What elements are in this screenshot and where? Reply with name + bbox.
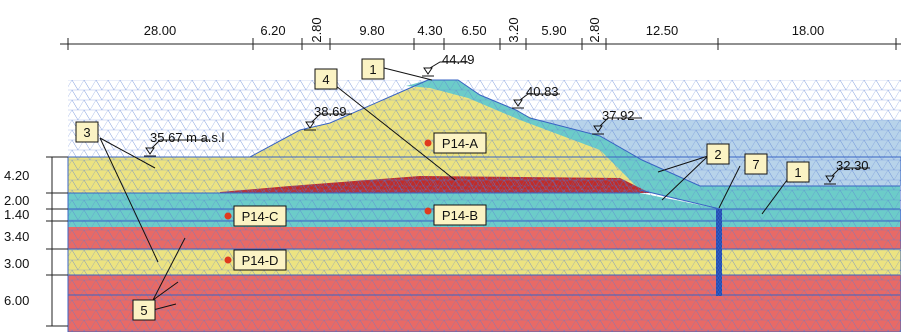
elevation-label: 32.30 xyxy=(836,158,869,173)
material-box xyxy=(361,58,385,80)
point-label-box xyxy=(433,204,487,226)
domain-outline xyxy=(67,156,901,332)
top-dim-label: 2.80 xyxy=(309,17,324,42)
point-label: P14-C xyxy=(242,209,279,224)
left-dim-label: 1.40 xyxy=(4,207,29,222)
material-box-label: 3 xyxy=(83,125,90,140)
top-dim-label: 5.90 xyxy=(541,23,566,38)
material-box xyxy=(786,161,810,183)
elevation-label: 37.92 xyxy=(602,108,635,123)
top-dim-label: 9.80 xyxy=(359,23,384,38)
left-dim-label: 2.00 xyxy=(4,193,29,208)
top-dim-label: 12.50 xyxy=(646,23,679,38)
point-label-box xyxy=(433,132,487,154)
point-label-box xyxy=(233,249,287,271)
elevation-label: 40.83 xyxy=(526,84,559,99)
left-dimension-labels: 4.20 2.00 1.40 3.40 3.00 6.00 xyxy=(4,168,29,308)
material-box-label: 1 xyxy=(369,62,376,77)
material-box-label: 7 xyxy=(752,157,759,172)
left-dim-label: 3.40 xyxy=(4,229,29,244)
elevation-label: 35.67 m a.s.l xyxy=(150,130,225,145)
elevation-markers xyxy=(144,61,870,185)
top-dim-label: 6.50 xyxy=(461,23,486,38)
cutoff-wall-mesh xyxy=(716,209,722,296)
top-dim-label: 18.00 xyxy=(792,23,825,38)
material-box xyxy=(314,68,338,90)
material-box xyxy=(75,121,99,143)
point-label: P14-D xyxy=(242,253,279,268)
elevation-label: 38.69 xyxy=(314,104,347,119)
left-dim-label: 4.20 xyxy=(4,168,29,183)
top-dim-label: 4.30 xyxy=(417,23,442,38)
monitoring-point-marker xyxy=(424,207,432,215)
monitoring-point-marker xyxy=(224,256,232,264)
material-box xyxy=(132,299,156,321)
top-dim-label: 6.20 xyxy=(260,23,285,38)
top-dim-label: 28.00 xyxy=(144,23,177,38)
point-label-box xyxy=(233,205,287,227)
material-box xyxy=(706,143,730,165)
left-dim-label: 6.00 xyxy=(4,293,29,308)
material-box-label: 1 xyxy=(794,165,801,180)
left-dim-label: 3.00 xyxy=(4,256,29,271)
material-box-label: 5 xyxy=(140,303,147,318)
top-dim-label: 3.20 xyxy=(506,17,521,42)
leader-lines xyxy=(99,67,791,311)
material-label-boxes: 1 4 3 2 7 1 5 xyxy=(75,58,810,321)
material-box xyxy=(744,153,768,175)
left-dimension-line xyxy=(46,156,68,327)
mesh-overlay-dam xyxy=(220,176,650,193)
material-box-label: 2 xyxy=(714,147,721,162)
point-label: P14-B xyxy=(442,208,478,223)
material-box-label: 4 xyxy=(322,72,329,87)
elevation-label: 44.49 xyxy=(442,52,475,67)
top-dimension-labels: 28.00 6.20 2.80 9.80 4.30 6.50 3.20 5.90… xyxy=(144,17,825,42)
monitoring-point-marker xyxy=(424,139,432,147)
point-label: P14-A xyxy=(442,136,478,151)
top-dimension-line xyxy=(60,38,901,50)
top-dim-label: 2.80 xyxy=(587,17,602,42)
monitoring-point-marker xyxy=(224,212,232,220)
monitoring-points: P14-A P14-B P14-C P14-D xyxy=(224,132,487,271)
